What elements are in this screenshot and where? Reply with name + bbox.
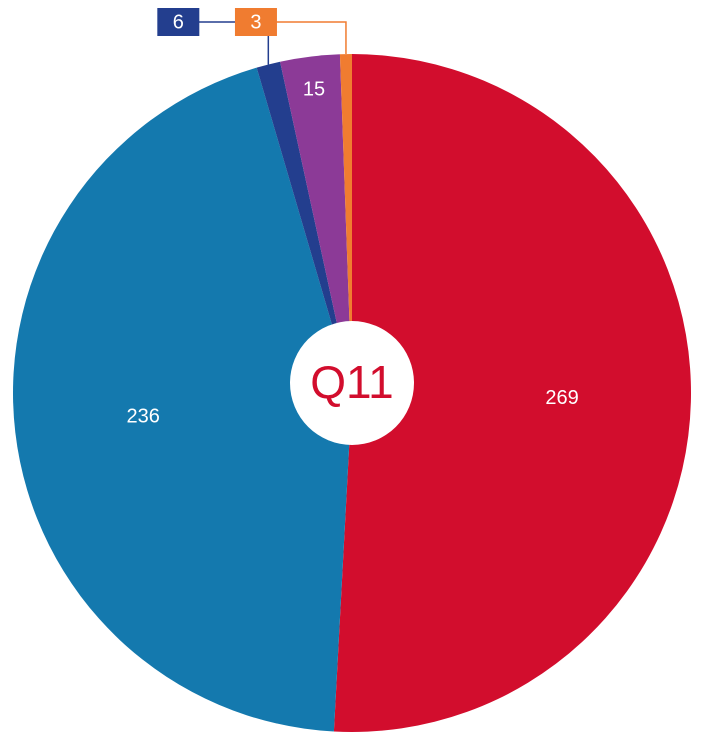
slice-label: 6 bbox=[173, 11, 184, 33]
slice-label: 269 bbox=[545, 387, 578, 409]
slice-label: 236 bbox=[127, 406, 160, 428]
pie-slice bbox=[13, 67, 353, 732]
leader-line bbox=[255, 21, 347, 55]
pie-slice bbox=[339, 54, 352, 393]
chart-title: Q11 bbox=[310, 356, 394, 408]
center-circle bbox=[290, 321, 414, 445]
pie-slice bbox=[333, 54, 692, 732]
label-box bbox=[157, 8, 200, 36]
pie-slice bbox=[256, 61, 352, 393]
pie-slice bbox=[280, 54, 352, 394]
slice-label: 15 bbox=[303, 79, 325, 101]
slice-label: 3 bbox=[250, 11, 261, 33]
label-box bbox=[234, 8, 277, 36]
